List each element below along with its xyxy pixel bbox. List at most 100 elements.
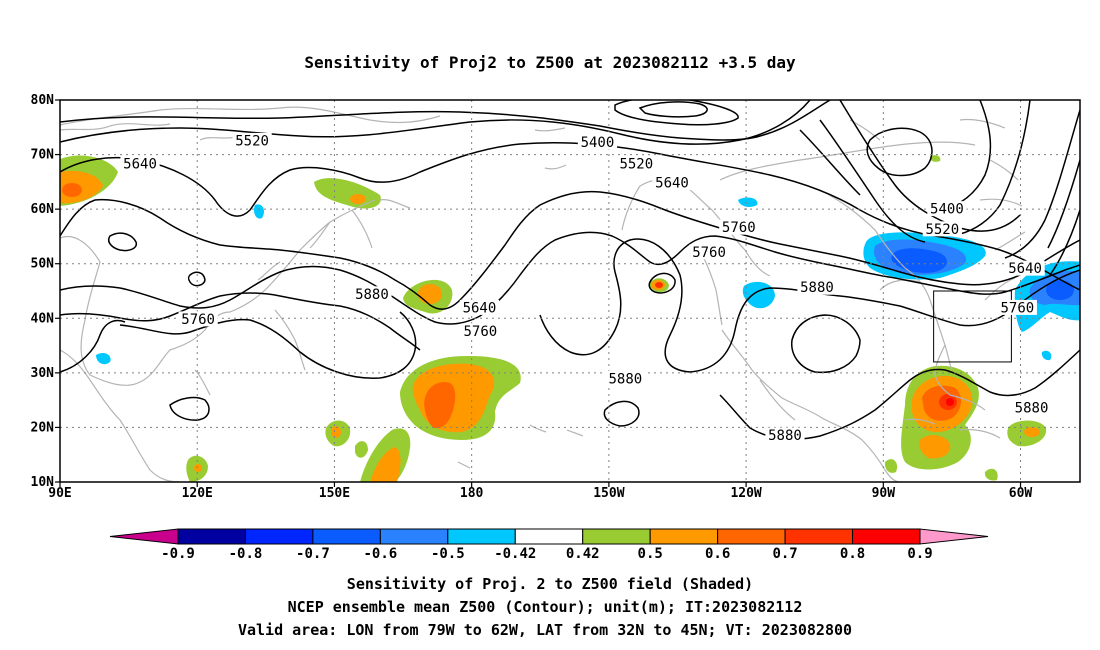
contour-label-bg bbox=[927, 201, 967, 217]
caption-line-1: Sensitivity of Proj. 2 to Z500 field (Sh… bbox=[347, 575, 753, 593]
contour-label-bg bbox=[352, 286, 392, 302]
shade-west-pacific-positive bbox=[60, 155, 118, 206]
shade-pacific-nw-negative bbox=[742, 281, 775, 309]
shade-kamchatka-positive bbox=[314, 178, 381, 209]
contour-label: 5640 bbox=[655, 175, 689, 191]
colorbar-label: 0.5 bbox=[638, 546, 663, 562]
contour-label-bg bbox=[689, 244, 729, 260]
contour-label-bg bbox=[459, 299, 500, 315]
contour-label: 5880 bbox=[800, 280, 834, 296]
contour-label-layer: 5520564054005520564057605760540055205640… bbox=[120, 132, 1052, 444]
lon-tick-label: 120W bbox=[730, 486, 761, 501]
contour-label-bg bbox=[652, 174, 692, 190]
coastlines bbox=[60, 106, 1026, 482]
contour-label: 5880 bbox=[768, 428, 802, 444]
contour-label-bg bbox=[1005, 260, 1045, 276]
colorbar-segment bbox=[447, 528, 516, 545]
lon-tick-label: 120E bbox=[182, 486, 213, 501]
lon-tick-label: 90E bbox=[48, 486, 71, 501]
caption-line-3: Valid area: LON from 79W to 62W, LAT fro… bbox=[238, 621, 852, 639]
contour-label-bg bbox=[1011, 399, 1052, 415]
shade-small-negative-2 bbox=[96, 352, 111, 365]
contour-label: 5400 bbox=[581, 135, 615, 151]
colorbar-label: 0.42 bbox=[566, 546, 600, 562]
colorbar-label: -0.7 bbox=[296, 546, 330, 562]
lat-tick-label: 40N bbox=[31, 311, 55, 326]
longitude-axis: 90E 120E 150E 180 150W 120W 90W 60W bbox=[48, 482, 1032, 501]
shade-small-negative-3 bbox=[738, 197, 758, 208]
lon-tick-label: 180 bbox=[460, 486, 484, 501]
lat-tick-label: 30N bbox=[31, 366, 55, 381]
contour-label: 5640 bbox=[463, 300, 497, 316]
colorbar-low-extend bbox=[109, 528, 179, 545]
contour-label: 5520 bbox=[619, 156, 653, 172]
shade-gulf-alaska-positive bbox=[649, 278, 669, 293]
colorbar-segment bbox=[244, 528, 314, 545]
contour-label-bg bbox=[616, 155, 656, 171]
shade-small-negative-1 bbox=[253, 204, 265, 219]
colorbar-label: 0.6 bbox=[705, 546, 730, 562]
lon-tick-label: 150W bbox=[593, 486, 624, 501]
colorbar: -0.9 -0.8 -0.7 -0.6 -0.5 -0.42 0.42 0.5 0.6 0.7 0.… bbox=[109, 528, 989, 562]
colorbar-segment bbox=[784, 528, 854, 545]
colorbar-segment bbox=[717, 528, 786, 545]
contour-label: 5760 bbox=[1000, 300, 1034, 316]
contour-label: 5640 bbox=[123, 156, 157, 172]
colorbar-label: -0.42 bbox=[494, 546, 536, 562]
colorbar-segment bbox=[514, 528, 584, 545]
contour-label: 5760 bbox=[722, 220, 756, 236]
colorbar-label: 0.7 bbox=[772, 546, 797, 562]
contour-label: 5520 bbox=[235, 133, 269, 149]
map-plot-area: 5520564054005520564057605760540055205640… bbox=[60, 100, 1080, 482]
colorbar-label: -0.5 bbox=[431, 546, 465, 562]
lat-tick-label: 20N bbox=[31, 420, 55, 435]
lat-tick-label: 80N bbox=[31, 93, 55, 108]
lat-tick-label: 70N bbox=[31, 148, 55, 163]
colorbar-label: 0.9 bbox=[907, 546, 932, 562]
contour-label-bg bbox=[605, 370, 645, 386]
graticule bbox=[60, 100, 1080, 482]
contour-label: 5880 bbox=[1015, 400, 1049, 416]
shade-central-pacific-positive bbox=[186, 355, 521, 482]
sensitivity-shading bbox=[60, 155, 1080, 482]
lat-tick-label: 60N bbox=[31, 202, 55, 217]
colorbar-segment bbox=[312, 528, 381, 545]
contour-label: 5520 bbox=[925, 222, 959, 238]
colorbar-segment bbox=[379, 528, 449, 545]
colorbar-segment bbox=[649, 528, 719, 545]
figure-title: Sensitivity of Proj2 to Z500 at 20230821… bbox=[304, 53, 796, 72]
shade-hudson-negative bbox=[863, 232, 986, 280]
lon-tick-label: 60W bbox=[1009, 486, 1033, 501]
contour-label: 5760 bbox=[181, 312, 215, 328]
colorbar-label: 0.8 bbox=[840, 546, 865, 562]
contour-label-bg bbox=[232, 132, 272, 148]
contour-label-bg bbox=[765, 427, 805, 443]
contour-label-bg bbox=[460, 323, 500, 339]
contour-label-bg bbox=[178, 311, 218, 327]
caption-line-2: NCEP ensemble mean Z500 (Contour); unit(… bbox=[288, 598, 803, 616]
contour-label-bg bbox=[922, 221, 962, 237]
contour-label: 5760 bbox=[692, 245, 726, 261]
valid-area-box bbox=[933, 290, 1012, 363]
colorbar-high-extend bbox=[919, 528, 989, 545]
lon-tick-label: 90W bbox=[872, 486, 896, 501]
colorbar-segment bbox=[582, 528, 651, 545]
contour-label-bg bbox=[120, 155, 160, 171]
colorbar-segment bbox=[177, 528, 246, 545]
colorbar-label: -0.8 bbox=[229, 546, 263, 562]
z500-contours bbox=[60, 100, 1080, 441]
contour-label: 5880 bbox=[355, 287, 389, 303]
contour-label-bg bbox=[719, 219, 759, 235]
contour-label: 5640 bbox=[1008, 261, 1042, 277]
contour-label: 5880 bbox=[608, 371, 642, 387]
lat-tick-label: 50N bbox=[31, 257, 55, 272]
colorbar-label: -0.6 bbox=[364, 546, 398, 562]
contour-label-bg bbox=[997, 299, 1037, 315]
contour-label: 5400 bbox=[930, 202, 964, 218]
contour-label-bg bbox=[797, 279, 837, 295]
contour-label: 5760 bbox=[463, 324, 497, 340]
shade-caribbean-positive bbox=[884, 365, 1047, 481]
contour-label-bg bbox=[577, 134, 618, 150]
latitude-axis: 80N 70N 60N 50N 40N 30N 20N 10N bbox=[31, 93, 60, 490]
